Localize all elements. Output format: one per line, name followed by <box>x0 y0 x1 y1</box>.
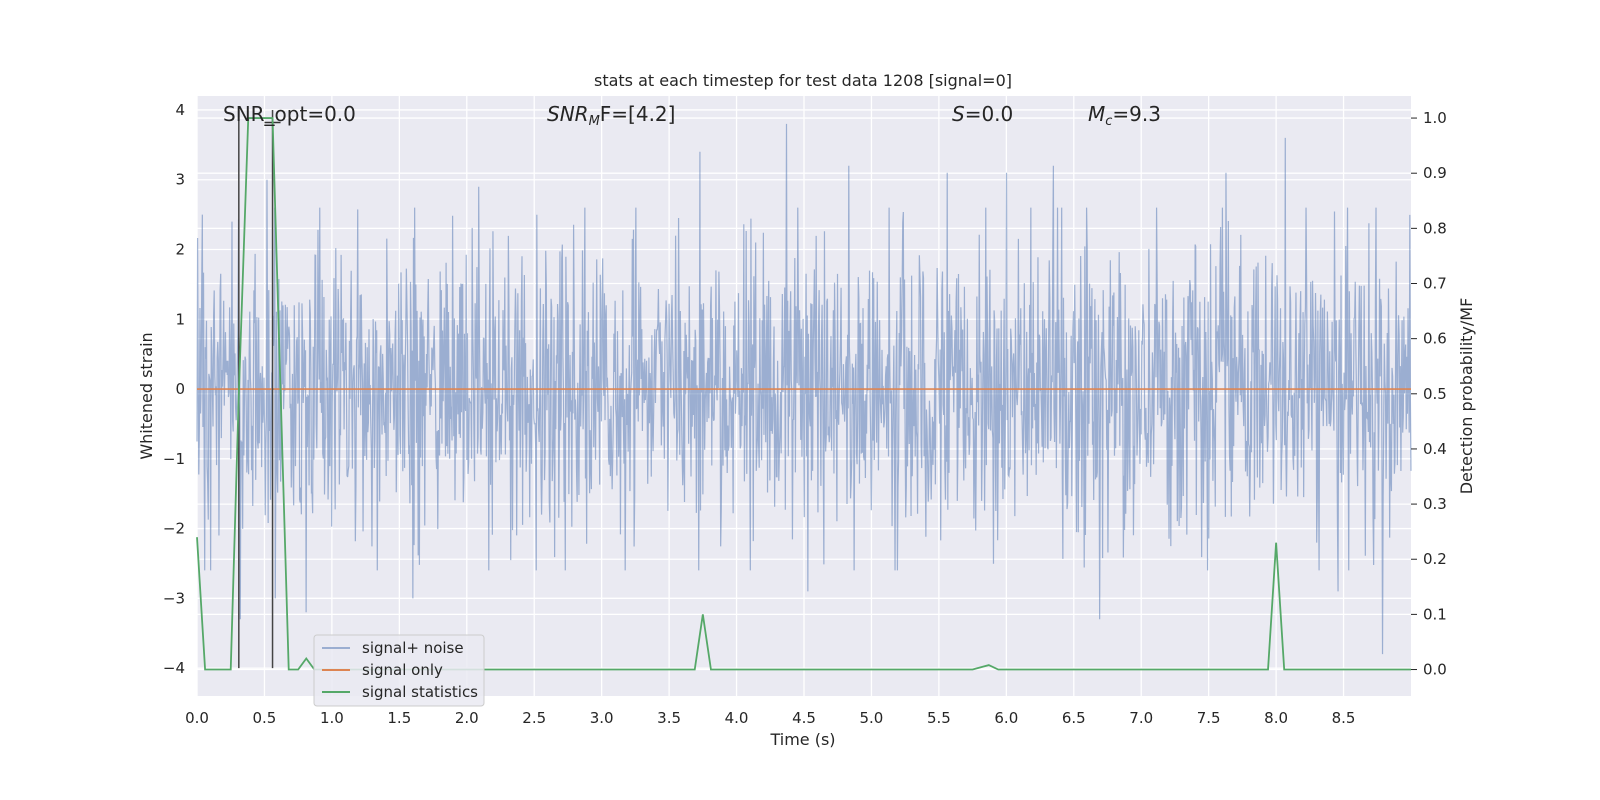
x-tick-label: 7.0 <box>1129 709 1153 727</box>
x-tick-label: 3.5 <box>657 709 681 727</box>
x-tick-label: 7.5 <box>1197 709 1221 727</box>
legend-box <box>313 634 485 707</box>
y2-tick-label: 0.3 <box>1423 495 1447 513</box>
x-tick-label: 2.0 <box>455 709 479 727</box>
legend-label-statistics: signal statistics <box>362 683 478 701</box>
annotation-snr-mf-label: SNR <box>547 102 589 126</box>
annotation-mc-sub: c <box>1105 114 1112 129</box>
noise-trace <box>196 123 1412 655</box>
y-tick-label: 4 <box>175 101 185 119</box>
annotation-s: S=0.0 <box>952 102 1013 126</box>
x-tick-label: 1.0 <box>320 709 344 727</box>
y2-tick-label: 0.5 <box>1423 385 1447 403</box>
y-tick-label: 2 <box>175 240 185 258</box>
x-tick-label: 1.5 <box>387 709 411 727</box>
y2-tick-label: 0.4 <box>1423 440 1447 458</box>
y-tick-label: −1 <box>163 450 185 468</box>
y2-tick-label: 0.9 <box>1423 164 1447 182</box>
y2-axis-label: Detection probability/MF <box>1457 298 1476 495</box>
annotation-mc-value: =9.3 <box>1112 102 1161 126</box>
y-tick-label: −2 <box>163 520 185 538</box>
y-tick-label: 1 <box>175 310 185 328</box>
y-tick-label: −4 <box>163 659 185 677</box>
x-tick-label: 4.0 <box>725 709 749 727</box>
legend-label-signal-only: signal only <box>362 661 443 679</box>
x-tick-label: 4.5 <box>792 709 816 727</box>
x-axis-label: Time (s) <box>769 730 835 749</box>
y2-tick-label: 1.0 <box>1423 109 1447 127</box>
y2-tick-label: 0.6 <box>1423 330 1447 348</box>
y-axis-label: Whitened strain <box>137 332 156 459</box>
x-tick-label: 0.5 <box>253 709 277 727</box>
y2-tick-label: 0.8 <box>1423 219 1447 237</box>
y-tick-label: 0 <box>175 380 185 398</box>
y2-tick-label: 0.2 <box>1423 550 1447 568</box>
x-tick-label: 5.0 <box>860 709 884 727</box>
annotation-mc: Mc=9.3 <box>1088 102 1161 129</box>
annotation-snr-opt: SNR_opt=0.0 <box>223 102 356 126</box>
y2-tick-label: 0.1 <box>1423 605 1447 623</box>
x-tick-label: 5.5 <box>927 709 951 727</box>
y-tick-label: 3 <box>175 171 185 189</box>
x-tick-label: 3.0 <box>590 709 614 727</box>
x-tick-label: 6.5 <box>1062 709 1086 727</box>
annotation-mc-label: M <box>1088 102 1105 126</box>
legend-label-noise: signal+ noise <box>362 639 464 657</box>
y2-tick-labels: 1.0 0.9 0.8 0.7 0.6 0.5 0.4 0.3 0.2 0.1 0.0 <box>1411 109 1447 679</box>
y2-tick-label: 0.0 <box>1423 661 1447 679</box>
x-tick-label: 8.5 <box>1332 709 1356 727</box>
legend: signal+ noise signal only signal statist… <box>313 634 485 707</box>
x-tick-label: 0.0 <box>185 709 209 727</box>
annotation-s-value: =0.0 <box>965 102 1014 126</box>
series-signal-plus-noise <box>196 123 1412 655</box>
x-tick-label: 8.0 <box>1264 709 1288 727</box>
y-tick-label: −3 <box>163 589 185 607</box>
x-tick-labels: 0.0 0.5 1.0 1.5 2.0 2.5 3.0 3.5 4.0 4.5 5.0 5.5 6.0 6… <box>185 709 1355 727</box>
annotation-s-label: S <box>952 102 965 126</box>
y-tick-labels: 4 3 2 1 0 −1 −2 −3 −4 <box>163 101 185 677</box>
chart-title: stats at each timestep for test data 120… <box>594 71 1012 90</box>
y2-tick-label: 0.7 <box>1423 275 1447 293</box>
annotation-snr-mf: SNRMF=[4.2] <box>547 102 675 129</box>
x-tick-label: 6.0 <box>994 709 1018 727</box>
annotation-snr-mf-value: F=[4.2] <box>600 102 676 126</box>
x-tick-label: 2.5 <box>522 709 546 727</box>
annotation-snr-mf-sub: M <box>589 114 600 129</box>
